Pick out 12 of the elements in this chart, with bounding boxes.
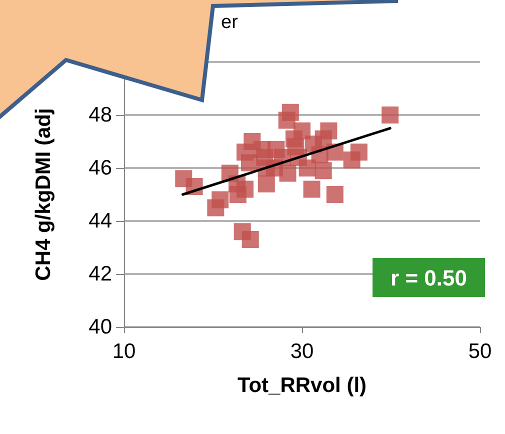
annotation: r = 0.50: [390, 266, 467, 290]
x-tick-label: 10: [112, 340, 136, 363]
y-tick-label: 44: [88, 210, 112, 232]
y-axis-title: CH4 g/kgDMI (adj: [32, 108, 55, 281]
chart-title: er: [221, 12, 239, 33]
y-tick-label: 42: [88, 262, 112, 286]
y-tick-label: 48: [88, 104, 112, 126]
x-axis-title: Tot_RRvol (l): [237, 374, 367, 397]
x-tick-label: 50: [468, 340, 492, 363]
y-tick-label: 46: [88, 156, 112, 180]
y-tick-label: 40: [88, 316, 112, 338]
x-tick-label: 30: [290, 340, 314, 363]
